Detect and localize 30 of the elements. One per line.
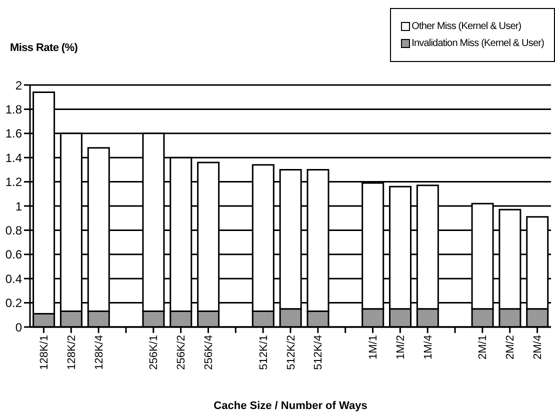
x-axis-title: Cache Size / Number of Ways <box>214 400 368 412</box>
y-tick-label: 2 <box>15 78 22 92</box>
x-tick-label: 512K/2 <box>285 335 298 370</box>
x-tick-label: 256K/1 <box>148 335 160 370</box>
x-tick-label: 128K/4 <box>93 335 106 370</box>
y-tick-label: 0.2 <box>5 296 22 310</box>
y-tick-label: 1.8 <box>5 102 22 116</box>
x-tick-label: 1M/4 <box>422 335 434 360</box>
y-tick-label: 1.2 <box>5 175 22 190</box>
x-tick-label: 1M/1 <box>368 335 380 360</box>
x-tick-label: 512K/1 <box>258 335 270 370</box>
y-tick-label: 0.6 <box>5 248 22 262</box>
x-tick-label: 256K/2 <box>176 335 188 370</box>
x-tick-label: 1M/2 <box>394 335 407 360</box>
y-tick-label: 0 <box>15 320 22 334</box>
legend-label: Other Miss (Kernel & User) <box>412 21 522 32</box>
legend-label: Invalidation Miss (Kernel & User) <box>412 38 544 49</box>
x-tick-label: 256K/4 <box>203 335 216 370</box>
y-tick-label: 0.8 <box>5 223 22 238</box>
x-tick-label: 128K/2 <box>66 335 78 370</box>
y-tick-label: 1 <box>15 199 22 214</box>
y-tick-label: 0.4 <box>5 272 22 286</box>
x-tick-label: 2M/1 <box>477 335 490 360</box>
y-tick-label: 1.4 <box>5 150 22 165</box>
x-tick-label: 128K/1 <box>38 335 51 370</box>
y-axis-title: Miss Rate (%) <box>10 42 78 54</box>
y-tick-label: 1.6 <box>5 126 22 141</box>
x-tick-label: 2M/2 <box>504 335 517 360</box>
x-tick-label: 512K/4 <box>312 335 325 370</box>
x-tick-label: 2M/4 <box>532 335 544 360</box>
